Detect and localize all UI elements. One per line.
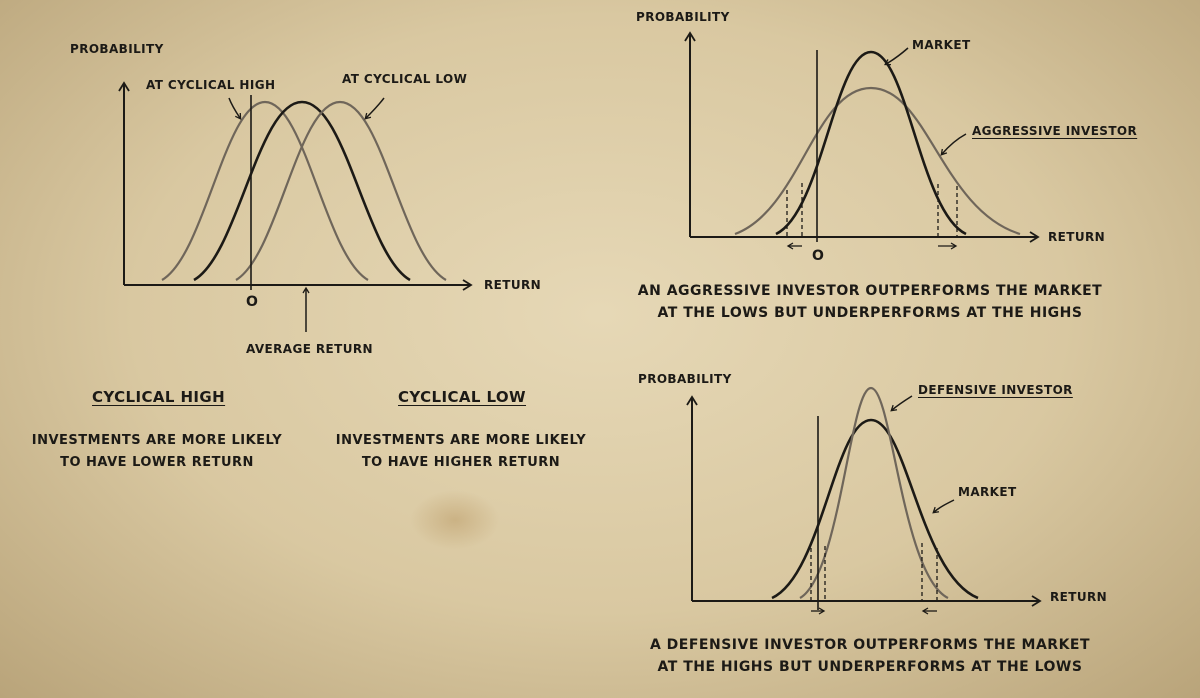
market-pointer-aggressive	[884, 47, 909, 66]
defensive-caption: A DEFENSIVE INVESTOR OUTPERFORMS THE MAR…	[600, 634, 1140, 678]
cyclical-high-note-line1: INVESTMENTS ARE MORE LIKELY	[31, 433, 283, 448]
cycle-panel	[118, 81, 473, 332]
aggressive-zero-label: O	[812, 248, 825, 264]
cyclical-high-note: INVESTMENTS ARE MORE LIKELY TO HAVE LOWE…	[12, 430, 302, 474]
cyclical-high-pointer	[228, 97, 242, 120]
aggressive-investor-label: AGGRESSIVE INVESTOR	[972, 124, 1138, 138]
cyclical-low-note: INVESTMENTS ARE MORE LIKELY TO HAVE HIGH…	[316, 430, 606, 474]
curve-aggressive-investor	[734, 86, 1021, 236]
aggressive-y-axis-label: PROBABILITY	[636, 10, 730, 24]
cyclical-low-note-line1: INVESTMENTS ARE MORE LIKELY	[335, 433, 587, 448]
defensive-caption-line1: A DEFENSIVE INVESTOR OUTPERFORMS THE MAR…	[649, 637, 1091, 653]
aggressive-caption-line2: AT THE LOWS BUT UNDERPERFORMS AT THE HIG…	[657, 305, 1083, 321]
cyclical-low-label: AT CYCLICAL LOW	[342, 72, 468, 86]
cycle-y-axis-label: PROBABILITY	[70, 42, 164, 56]
market-pointer-defensive	[932, 499, 955, 514]
aggressive-caption: AN AGGRESSIVE INVESTOR OUTPERFORMS THE M…	[600, 280, 1140, 324]
curve-market-aggressive	[775, 50, 967, 236]
aggressive-panel	[684, 31, 1040, 250]
cyclical-high-note-line2: TO HAVE LOWER RETURN	[60, 455, 254, 470]
cyclical-low-note-line2: TO HAVE HIGHER RETURN	[361, 455, 561, 470]
defensive-investor-pointer	[890, 395, 913, 412]
aggressive-market-label: MARKET	[912, 38, 971, 52]
curve-cyclical-high	[161, 100, 369, 281]
defensive-market-label: MARKET	[958, 485, 1017, 499]
cyclical-low-heading: CYCLICAL LOW	[398, 388, 527, 406]
defensive-caption-line2: AT THE HIGHS BUT UNDERPERFORMS AT THE LO…	[657, 659, 1083, 675]
defensive-y-axis-label: PROBABILITY	[638, 372, 732, 386]
cyclical-high-heading: CYCLICAL HIGH	[92, 388, 226, 406]
defensive-investor-label: DEFENSIVE INVESTOR	[918, 383, 1073, 397]
defensive-x-axis-label: RETURN	[1050, 590, 1108, 604]
curve-average	[193, 100, 411, 282]
average-return-label: AVERAGE RETURN	[246, 342, 373, 356]
curve-defensive-investor	[799, 386, 949, 599]
aggressive-x-axis-label: RETURN	[1048, 230, 1106, 244]
curve-market-defensive	[771, 418, 979, 600]
aggressive-caption-line1: AN AGGRESSIVE INVESTOR OUTPERFORMS THE M…	[637, 283, 1103, 299]
aggressive-investor-pointer	[940, 133, 967, 156]
cycle-x-axis-label: RETURN	[484, 278, 542, 292]
curve-cyclical-low	[235, 100, 447, 281]
defensive-panel	[686, 386, 1042, 615]
cyclical-high-label: AT CYCLICAL HIGH	[146, 78, 276, 92]
cycle-zero-label: O	[246, 294, 259, 310]
paper-stain	[410, 490, 500, 550]
cyclical-low-pointer	[364, 97, 385, 120]
